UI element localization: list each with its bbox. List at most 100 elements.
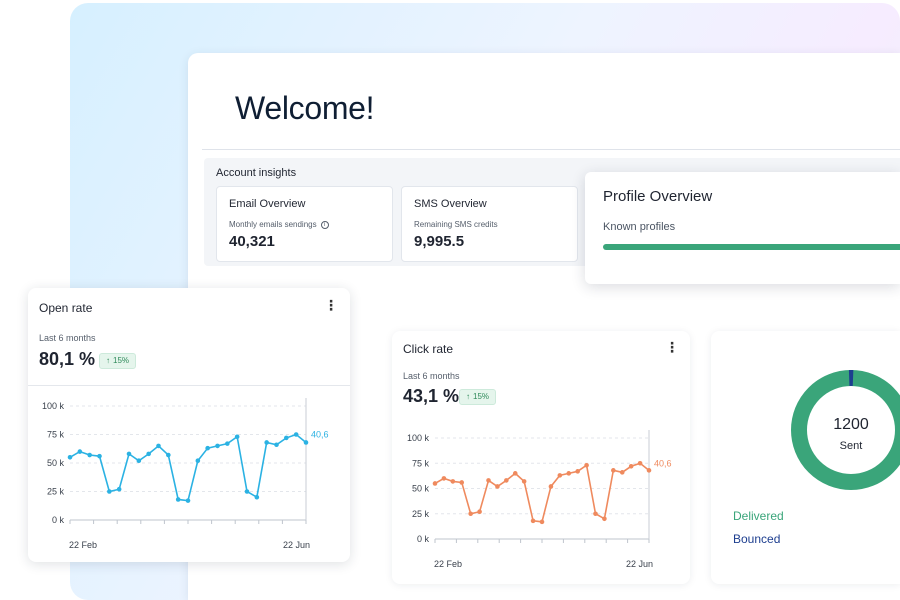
open-rate-period: Last 6 months <box>39 333 96 343</box>
data-point <box>611 468 616 473</box>
data-point <box>441 476 447 481</box>
sms-overview-value: 9,995.5 <box>414 233 465 250</box>
data-point <box>512 471 518 476</box>
email-overview-value: 40,321 <box>229 233 275 250</box>
y-tick-label: 75 k <box>412 458 430 468</box>
y-tick-label: 25 k <box>47 487 65 497</box>
data-point <box>264 440 269 445</box>
data-point <box>126 451 132 457</box>
data-point <box>628 463 634 469</box>
data-point <box>234 434 240 440</box>
data-point <box>557 473 563 478</box>
data-point <box>87 452 92 458</box>
end-value-label: 40,6 <box>311 430 329 440</box>
info-icon[interactable]: i <box>320 220 329 229</box>
click-rate-change-badge: ↑ 15% <box>459 389 497 405</box>
data-point <box>504 478 509 483</box>
data-point <box>225 441 230 446</box>
data-point <box>215 443 220 449</box>
sent-count: 1200 <box>833 416 869 433</box>
data-point <box>166 452 171 458</box>
data-point <box>566 471 572 476</box>
y-tick-label: 100 k <box>42 401 65 411</box>
data-point <box>156 443 161 449</box>
data-point <box>432 481 438 486</box>
y-tick-label: 25 k <box>412 509 430 519</box>
sms-overview-subtitle: Remaining SMS credits <box>414 220 498 229</box>
data-point <box>521 479 527 484</box>
data-point <box>67 455 73 460</box>
email-overview-title: Email Overview <box>229 198 306 210</box>
y-tick-label: 50 k <box>47 458 65 468</box>
sms-overview-title: SMS Overview <box>414 198 487 210</box>
end-value-label: 40,6 <box>654 458 672 468</box>
click-rate-period: Last 6 months <box>403 371 460 381</box>
insights-title: Account insights <box>216 167 297 179</box>
data-point <box>97 453 102 459</box>
email-overview-subtitle-row: Monthly emails sendings i <box>229 220 329 229</box>
series-line <box>69 433 307 502</box>
data-point <box>284 435 289 441</box>
y-tick-label: 50 k <box>412 484 430 494</box>
data-point <box>195 458 201 464</box>
data-point <box>116 486 122 492</box>
data-point <box>274 442 279 448</box>
data-point <box>293 432 299 437</box>
click-rate-title: Click rate <box>403 342 454 356</box>
data-point <box>77 449 83 454</box>
sms-overview-card[interactable]: SMS Overview Remaining SMS credits 9,995… <box>401 186 578 262</box>
profile-overview-subtitle: Known profiles <box>603 221 676 233</box>
data-point <box>539 519 545 525</box>
page-title: Welcome! <box>235 90 375 126</box>
sent-card: 1200 Sent Delivered Bounced <box>711 331 900 584</box>
profile-overview-card[interactable]: Profile Overview Known profiles <box>585 172 900 284</box>
data-point <box>468 511 473 517</box>
data-point <box>593 511 598 517</box>
click-rate-card: Click rate ⋮ Last 6 months 43,1 % ↑ 15% … <box>392 331 690 584</box>
arrow-up-icon: ↑ <box>466 392 470 401</box>
click-rate-chart: 100 k 75 k 50 k 25 k 0 k 40,6 22 Feb 22 Jun <box>407 430 672 569</box>
more-options-icon[interactable]: ⋮ <box>665 339 679 355</box>
data-point <box>205 445 210 451</box>
x-label-start: 22 Feb <box>434 559 462 569</box>
open-rate-card: Open rate ⋮ Last 6 months 80,1 % ↑ 15% 1… <box>28 288 350 562</box>
sent-donut-chart <box>791 370 900 491</box>
open-rate-title: Open rate <box>39 301 93 315</box>
email-overview-card[interactable]: Email Overview Monthly emails sendings i… <box>216 186 393 262</box>
click-rate-badge-text: 15% <box>473 392 490 401</box>
x-label-end: 22 Jun <box>283 540 310 550</box>
data-point <box>244 489 250 494</box>
data-point <box>575 469 580 474</box>
sent-label: Sent <box>839 440 863 452</box>
data-point <box>146 451 151 457</box>
y-tick-label: 0 k <box>417 534 430 544</box>
card-divider <box>28 385 350 386</box>
more-options-icon[interactable]: ⋮ <box>324 297 338 313</box>
data-point <box>107 489 112 494</box>
data-point <box>619 470 625 475</box>
data-point <box>495 484 500 489</box>
arrow-up-icon: ↑ <box>106 356 110 365</box>
data-point <box>175 497 181 502</box>
profile-overview-title: Profile Overview <box>603 188 713 205</box>
data-point <box>584 462 589 468</box>
x-label-start: 22 Feb <box>69 540 97 550</box>
legend-delivered[interactable]: Delivered <box>733 509 784 523</box>
data-point <box>602 516 607 522</box>
open-rate-value: 80,1 % <box>39 349 96 369</box>
open-rate-change-badge: ↑ 15% <box>99 353 137 369</box>
data-point <box>459 480 465 485</box>
data-point <box>477 509 482 515</box>
data-point <box>254 494 260 500</box>
data-point <box>450 479 456 484</box>
open-rate-badge-text: 15% <box>113 356 130 365</box>
legend-bounced[interactable]: Bounced <box>733 532 781 546</box>
donut-bounced-segment <box>791 370 900 491</box>
data-point <box>548 484 554 489</box>
data-point <box>136 458 142 464</box>
series-line <box>434 462 650 523</box>
data-point <box>637 460 643 466</box>
y-tick-label: 75 k <box>47 430 65 440</box>
data-point <box>303 440 309 445</box>
email-overview-subtitle: Monthly emails sendings <box>229 220 317 229</box>
